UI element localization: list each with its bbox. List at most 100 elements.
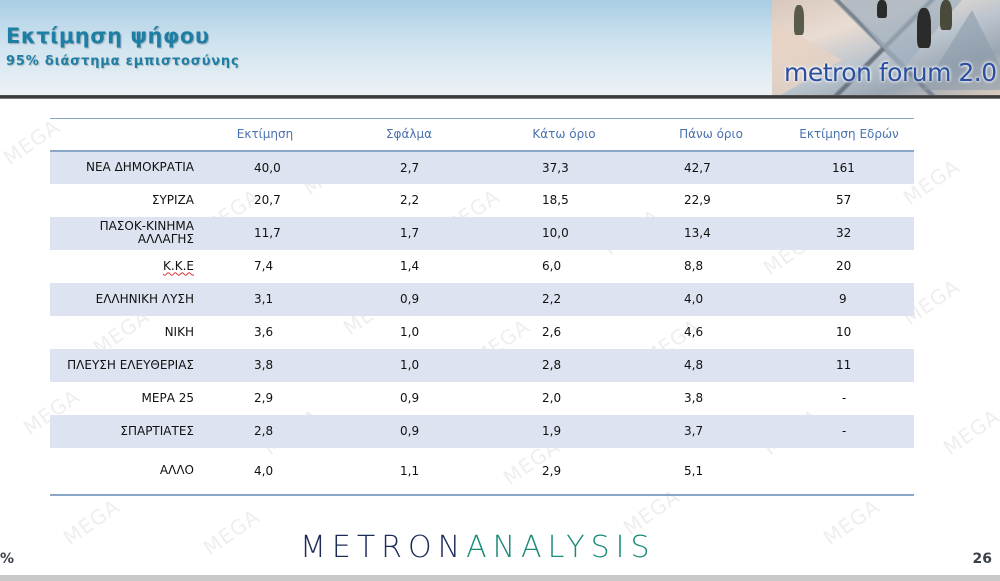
error-value: 2,2 xyxy=(400,193,420,207)
estimate-value: 3,6 xyxy=(254,325,274,339)
estimate-value: 4,0 xyxy=(254,463,274,478)
error-value: 0,9 xyxy=(400,391,420,405)
slide-title: Εκτίμηση ψήφου xyxy=(6,24,210,48)
upper-value: 4,0 xyxy=(638,282,784,316)
upper-value: 4,8 xyxy=(638,348,784,382)
estimate-value: 3,8 xyxy=(202,348,328,382)
seats-value: - xyxy=(842,391,847,405)
upper-value: 13,4 xyxy=(638,216,784,250)
party-name: ΜΕΡΑ 25 xyxy=(141,390,194,405)
seats-value: 11 xyxy=(784,348,914,382)
banner-facet xyxy=(772,20,842,95)
page-number: 26 xyxy=(972,551,992,567)
logo-metron-text: METRON xyxy=(300,530,467,565)
seats-value: 57 xyxy=(836,193,852,207)
seats-value: 20 xyxy=(836,259,852,273)
table-row: ΝΙΚΗ 3,6 1,0 2,6 4,6 10 xyxy=(50,316,914,349)
estimate-value: 11,7 xyxy=(202,216,328,250)
table-row: ΑΛΛΟ 4,0 1,1 2,9 5,1 xyxy=(50,448,914,495)
column-header-estimate: Εκτίμηση xyxy=(236,127,294,142)
table-row: ΣΠΑΡΤΙΑΤΕΣ 2,8 0,9 1,9 3,7 - xyxy=(50,414,914,448)
party-name: ΝΙΚΗ xyxy=(164,324,194,339)
vote-estimate-table: Εκτίμηση Σφάλμα Κάτω όριο Πάνω όριο Εκτί… xyxy=(50,118,914,496)
estimate-value: 2,8 xyxy=(202,414,328,448)
upper-value: 3,7 xyxy=(638,414,784,448)
party-name: ΣΥΡΙΖΑ xyxy=(151,192,194,207)
seats-value: 10 xyxy=(836,325,852,339)
banner-figure xyxy=(794,5,804,35)
watermark: MEGA xyxy=(938,404,1000,460)
lower-value: 2,6 xyxy=(542,325,562,339)
upper-value: 22,9 xyxy=(684,193,711,207)
column-header-upper: Πάνω όριο xyxy=(679,127,743,142)
column-header-error: Σφάλμα xyxy=(385,127,433,142)
error-value: 1,0 xyxy=(328,348,490,382)
logo-analysis-text: ANALYSIS xyxy=(466,530,656,565)
banner-figure xyxy=(917,8,931,48)
table-row: ΣΥΡΙΖΑ 20,7 2,2 18,5 22,9 57 xyxy=(50,184,914,217)
watermark: MEGA xyxy=(58,494,125,550)
banner-text: metron forum 2.0 xyxy=(784,58,997,87)
slide-header: Εκτίμηση ψήφου 95% διάστημα εμπιστοσύνης… xyxy=(0,0,1000,96)
column-header-seats: Εκτίμηση Εδρών xyxy=(799,127,899,142)
party-name: ΑΛΛΟ xyxy=(159,463,194,477)
table-row: ΝΕΑ ΔΗΜΟΚΡΑΤΙΑ 40,0 2,7 37,3 42,7 161 xyxy=(50,150,914,184)
upper-value: 42,7 xyxy=(638,150,784,184)
party-name: ΕΛΛΗΝΙΚΗ ΛΥΣΗ xyxy=(50,282,202,316)
seats-value: 161 xyxy=(784,150,914,184)
party-name: Κ.Κ.Ε xyxy=(50,250,202,283)
error-value: 1,1 xyxy=(400,463,420,478)
party-name: ΣΠΑΡΤΙΑΤΕΣ xyxy=(50,414,202,448)
seats-value: 32 xyxy=(784,216,914,250)
lower-value: 18,5 xyxy=(542,193,569,207)
seats-value: - xyxy=(784,414,914,448)
table-header-row: Εκτίμηση Σφάλμα Κάτω όριο Πάνω όριο Εκτί… xyxy=(50,118,914,151)
table-row: ΠΑΣΟΚ-ΚΙΝΗΜΑ ΑΛΛΑΓΗΣ 11,7 1,7 10,0 13,4 … xyxy=(50,216,914,250)
watermark: MEGA xyxy=(818,494,885,550)
estimate-value: 2,9 xyxy=(254,391,274,405)
table-row: ΕΛΛΗΝΙΚΗ ΛΥΣΗ 3,1 0,9 2,2 4,0 9 xyxy=(50,282,914,316)
upper-value: 5,1 xyxy=(684,463,704,478)
lower-value: 2,2 xyxy=(490,282,638,316)
party-name-text: Κ.Κ.Ε xyxy=(163,258,194,273)
estimate-value: 7,4 xyxy=(254,259,274,273)
estimate-value: 40,0 xyxy=(202,150,328,184)
metron-forum-banner: metron forum 2.0 xyxy=(772,0,1000,95)
lower-value: 2,9 xyxy=(542,463,562,478)
error-value: 0,9 xyxy=(328,282,490,316)
upper-value: 3,8 xyxy=(684,391,704,405)
lower-value: 10,0 xyxy=(490,216,638,250)
error-value: 1,4 xyxy=(400,259,420,273)
metron-analysis-logo: METRONANALYSIS xyxy=(300,530,656,565)
table-row: Κ.Κ.Ε 7,4 1,4 6,0 8,8 20 xyxy=(50,250,914,283)
upper-value: 4,6 xyxy=(684,325,704,339)
seats-value: 9 xyxy=(784,282,914,316)
banner-facet xyxy=(922,10,1000,90)
estimate-value: 20,7 xyxy=(254,193,281,207)
slide-subtitle: 95% διάστημα εμπιστοσύνης xyxy=(6,54,240,69)
column-header-lower: Κάτω όριο xyxy=(532,127,596,142)
party-name: ΠΑΣΟΚ-ΚΙΝΗΜΑ ΑΛΛΑΓΗΣ xyxy=(50,216,202,250)
banner-figure xyxy=(940,0,952,30)
lower-value: 1,9 xyxy=(490,414,638,448)
lower-value: 37,3 xyxy=(490,150,638,184)
error-value: 1,7 xyxy=(328,216,490,250)
banner-figure xyxy=(877,0,887,18)
lower-value: 2,0 xyxy=(542,391,562,405)
header-divider xyxy=(0,95,1000,99)
error-value: 2,7 xyxy=(328,150,490,184)
error-value: 0,9 xyxy=(328,414,490,448)
bottom-bar xyxy=(0,575,1000,581)
watermark: MEGA xyxy=(198,504,265,560)
seats-value xyxy=(784,448,914,495)
upper-value: 8,8 xyxy=(684,259,704,273)
party-name: ΠΛΕΥΣΗ ΕΛΕΥΘΕΡΙΑΣ xyxy=(50,348,202,382)
lower-value: 6,0 xyxy=(542,259,562,273)
table-row: ΠΛΕΥΣΗ ΕΛΕΥΘΕΡΙΑΣ 3,8 1,0 2,8 4,8 11 xyxy=(50,348,914,382)
party-name: ΝΕΑ ΔΗΜΟΚΡΑΤΙΑ xyxy=(50,150,202,184)
percent-label: % xyxy=(0,551,15,567)
error-value: 1,0 xyxy=(400,325,420,339)
estimate-value: 3,1 xyxy=(202,282,328,316)
column-header-party xyxy=(50,119,202,151)
table-row: ΜΕΡΑ 25 2,9 0,9 2,0 3,8 - xyxy=(50,382,914,415)
